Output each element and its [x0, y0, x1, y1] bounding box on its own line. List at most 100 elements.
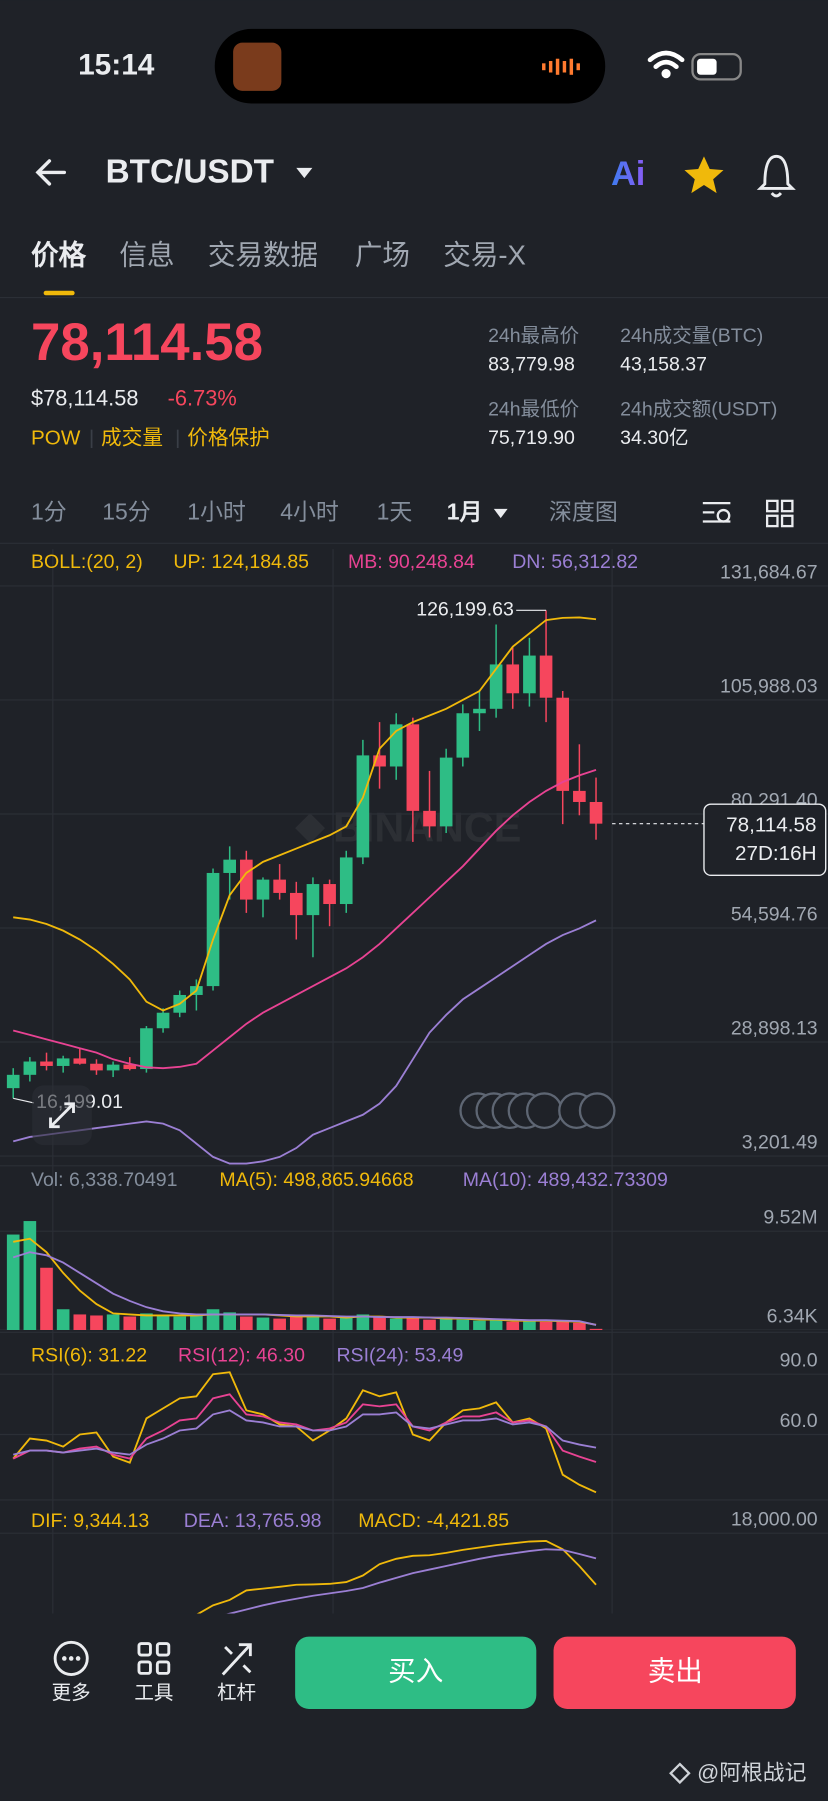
interval[interactable]: 1天 [377, 499, 413, 525]
candle-body [306, 884, 320, 916]
volume-bar [106, 1314, 120, 1331]
indicator-legend: DN: 56,312.82 [512, 551, 638, 573]
indicator-legend: MACD: -4,421.85 [358, 1510, 509, 1532]
buy-label[interactable]: 买入 [388, 1656, 443, 1687]
more-dots [62, 1656, 81, 1661]
tools-icon[interactable] [137, 1642, 171, 1675]
candle-body [456, 713, 470, 758]
y-tick-label: 3,201.49 [742, 1132, 818, 1154]
interval[interactable]: 1分 [31, 499, 67, 525]
layout-icon[interactable] [765, 499, 794, 528]
candle-body [90, 1063, 103, 1071]
sell-label[interactable]: 卖出 [648, 1656, 703, 1687]
bell-icon[interactable] [756, 154, 796, 198]
tag[interactable]: POW [31, 426, 81, 449]
axis-labels: 18,000.00 [731, 1509, 818, 1531]
volume-bar [40, 1267, 53, 1331]
panel-dividers [0, 1165, 828, 1501]
volume-bar [506, 1321, 520, 1331]
volume-bar [373, 1316, 386, 1331]
low-pointer [13, 1097, 35, 1104]
candle-body [56, 1058, 70, 1066]
volume-bar [240, 1316, 253, 1331]
candle-body [406, 724, 420, 811]
volume-bar [356, 1314, 370, 1331]
back-button[interactable] [35, 159, 67, 186]
candle-body [439, 757, 453, 827]
candle-body [256, 879, 270, 900]
volume-bar [389, 1318, 403, 1331]
stat-value: 83,779.98 [488, 353, 575, 375]
action-label[interactable]: 更多 [52, 1682, 91, 1704]
indicator-legend: MA(10): 489,432.73309 [463, 1169, 668, 1191]
action-label[interactable]: 工具 [134, 1682, 173, 1704]
interval[interactable]: 1小时 [187, 499, 246, 525]
candle-body [106, 1064, 120, 1071]
interval-dropdown[interactable] [493, 508, 508, 519]
volume-bar [406, 1317, 420, 1331]
sell-button[interactable] [553, 1636, 796, 1709]
action-label[interactable]: 杠杆 [217, 1682, 256, 1704]
interval[interactable]: 深度图 [549, 499, 618, 525]
interval[interactable]: 15分 [102, 499, 151, 525]
stat-value: 43,158.37 [620, 353, 707, 375]
favorite-star[interactable] [684, 156, 724, 194]
battery-level [697, 58, 717, 75]
indicator-legend: RSI(12): 46.30 [178, 1345, 305, 1367]
island-indicator [542, 58, 580, 75]
candle-body [589, 801, 603, 824]
candle-body [323, 884, 336, 905]
y-tick-label: 18,000.00 [731, 1509, 818, 1531]
indicator-legend: MB: 90,248.84 [348, 551, 475, 573]
leverage-icon[interactable] [221, 1643, 252, 1676]
tab[interactable]: 价格 [31, 240, 87, 271]
event-markers[interactable] [459, 1092, 616, 1130]
volume-bar [323, 1318, 336, 1331]
candle-body [240, 859, 253, 900]
settings-icon[interactable] [702, 502, 731, 523]
volume-bar [456, 1319, 470, 1331]
pair-title[interactable]: BTC/USDT [106, 153, 274, 190]
dynamic-island [214, 28, 606, 104]
tag-separator [90, 429, 93, 449]
battery [691, 52, 742, 81]
indicator-line [225, 1548, 597, 1614]
buy-button[interactable] [295, 1636, 537, 1709]
volume-bar [206, 1309, 220, 1331]
interval[interactable]: 4小时 [280, 499, 339, 525]
ai-button[interactable]: Ai [611, 155, 645, 193]
volume-bar [589, 1328, 603, 1331]
volume-bar [289, 1315, 303, 1331]
y-tick-label: 9.52M [763, 1207, 817, 1229]
stat-label: 24h最高价 [488, 325, 579, 347]
candle-body [473, 708, 486, 714]
candle-body [489, 664, 503, 709]
candle-body [140, 1028, 153, 1070]
tag[interactable]: 成交量 [101, 426, 163, 449]
volume-bar [423, 1319, 436, 1331]
pair-dropdown[interactable] [296, 167, 313, 179]
y-tick-label: 105,988.03 [720, 676, 818, 698]
volume-bar [539, 1321, 553, 1331]
high-label: 126,199.63 [416, 598, 514, 620]
tag[interactable]: 价格保护 [187, 426, 270, 449]
panel [0, 1221, 828, 1331]
tab[interactable]: 交易-X [443, 240, 526, 271]
volume-bar [223, 1312, 236, 1331]
indicator-line [12, 1393, 597, 1463]
candle-body [556, 697, 570, 791]
interval[interactable]: 1月 [447, 499, 483, 525]
active-tab-indicator [43, 290, 75, 296]
candle-body [6, 1074, 20, 1089]
tab[interactable]: 信息 [119, 240, 174, 271]
volume-bar [256, 1317, 270, 1331]
candle-body [206, 872, 220, 987]
tag-separator [176, 429, 179, 449]
indicator-legend: DIF: 9,344.13 [31, 1510, 149, 1532]
candle-body [289, 892, 303, 916]
more-icon[interactable] [53, 1640, 89, 1676]
axis-labels: 131,684.67105,988.0380,291.4054,594.7628… [720, 562, 818, 1154]
tab[interactable]: 交易数据 [208, 240, 318, 271]
tab[interactable]: 广场 [355, 240, 410, 271]
